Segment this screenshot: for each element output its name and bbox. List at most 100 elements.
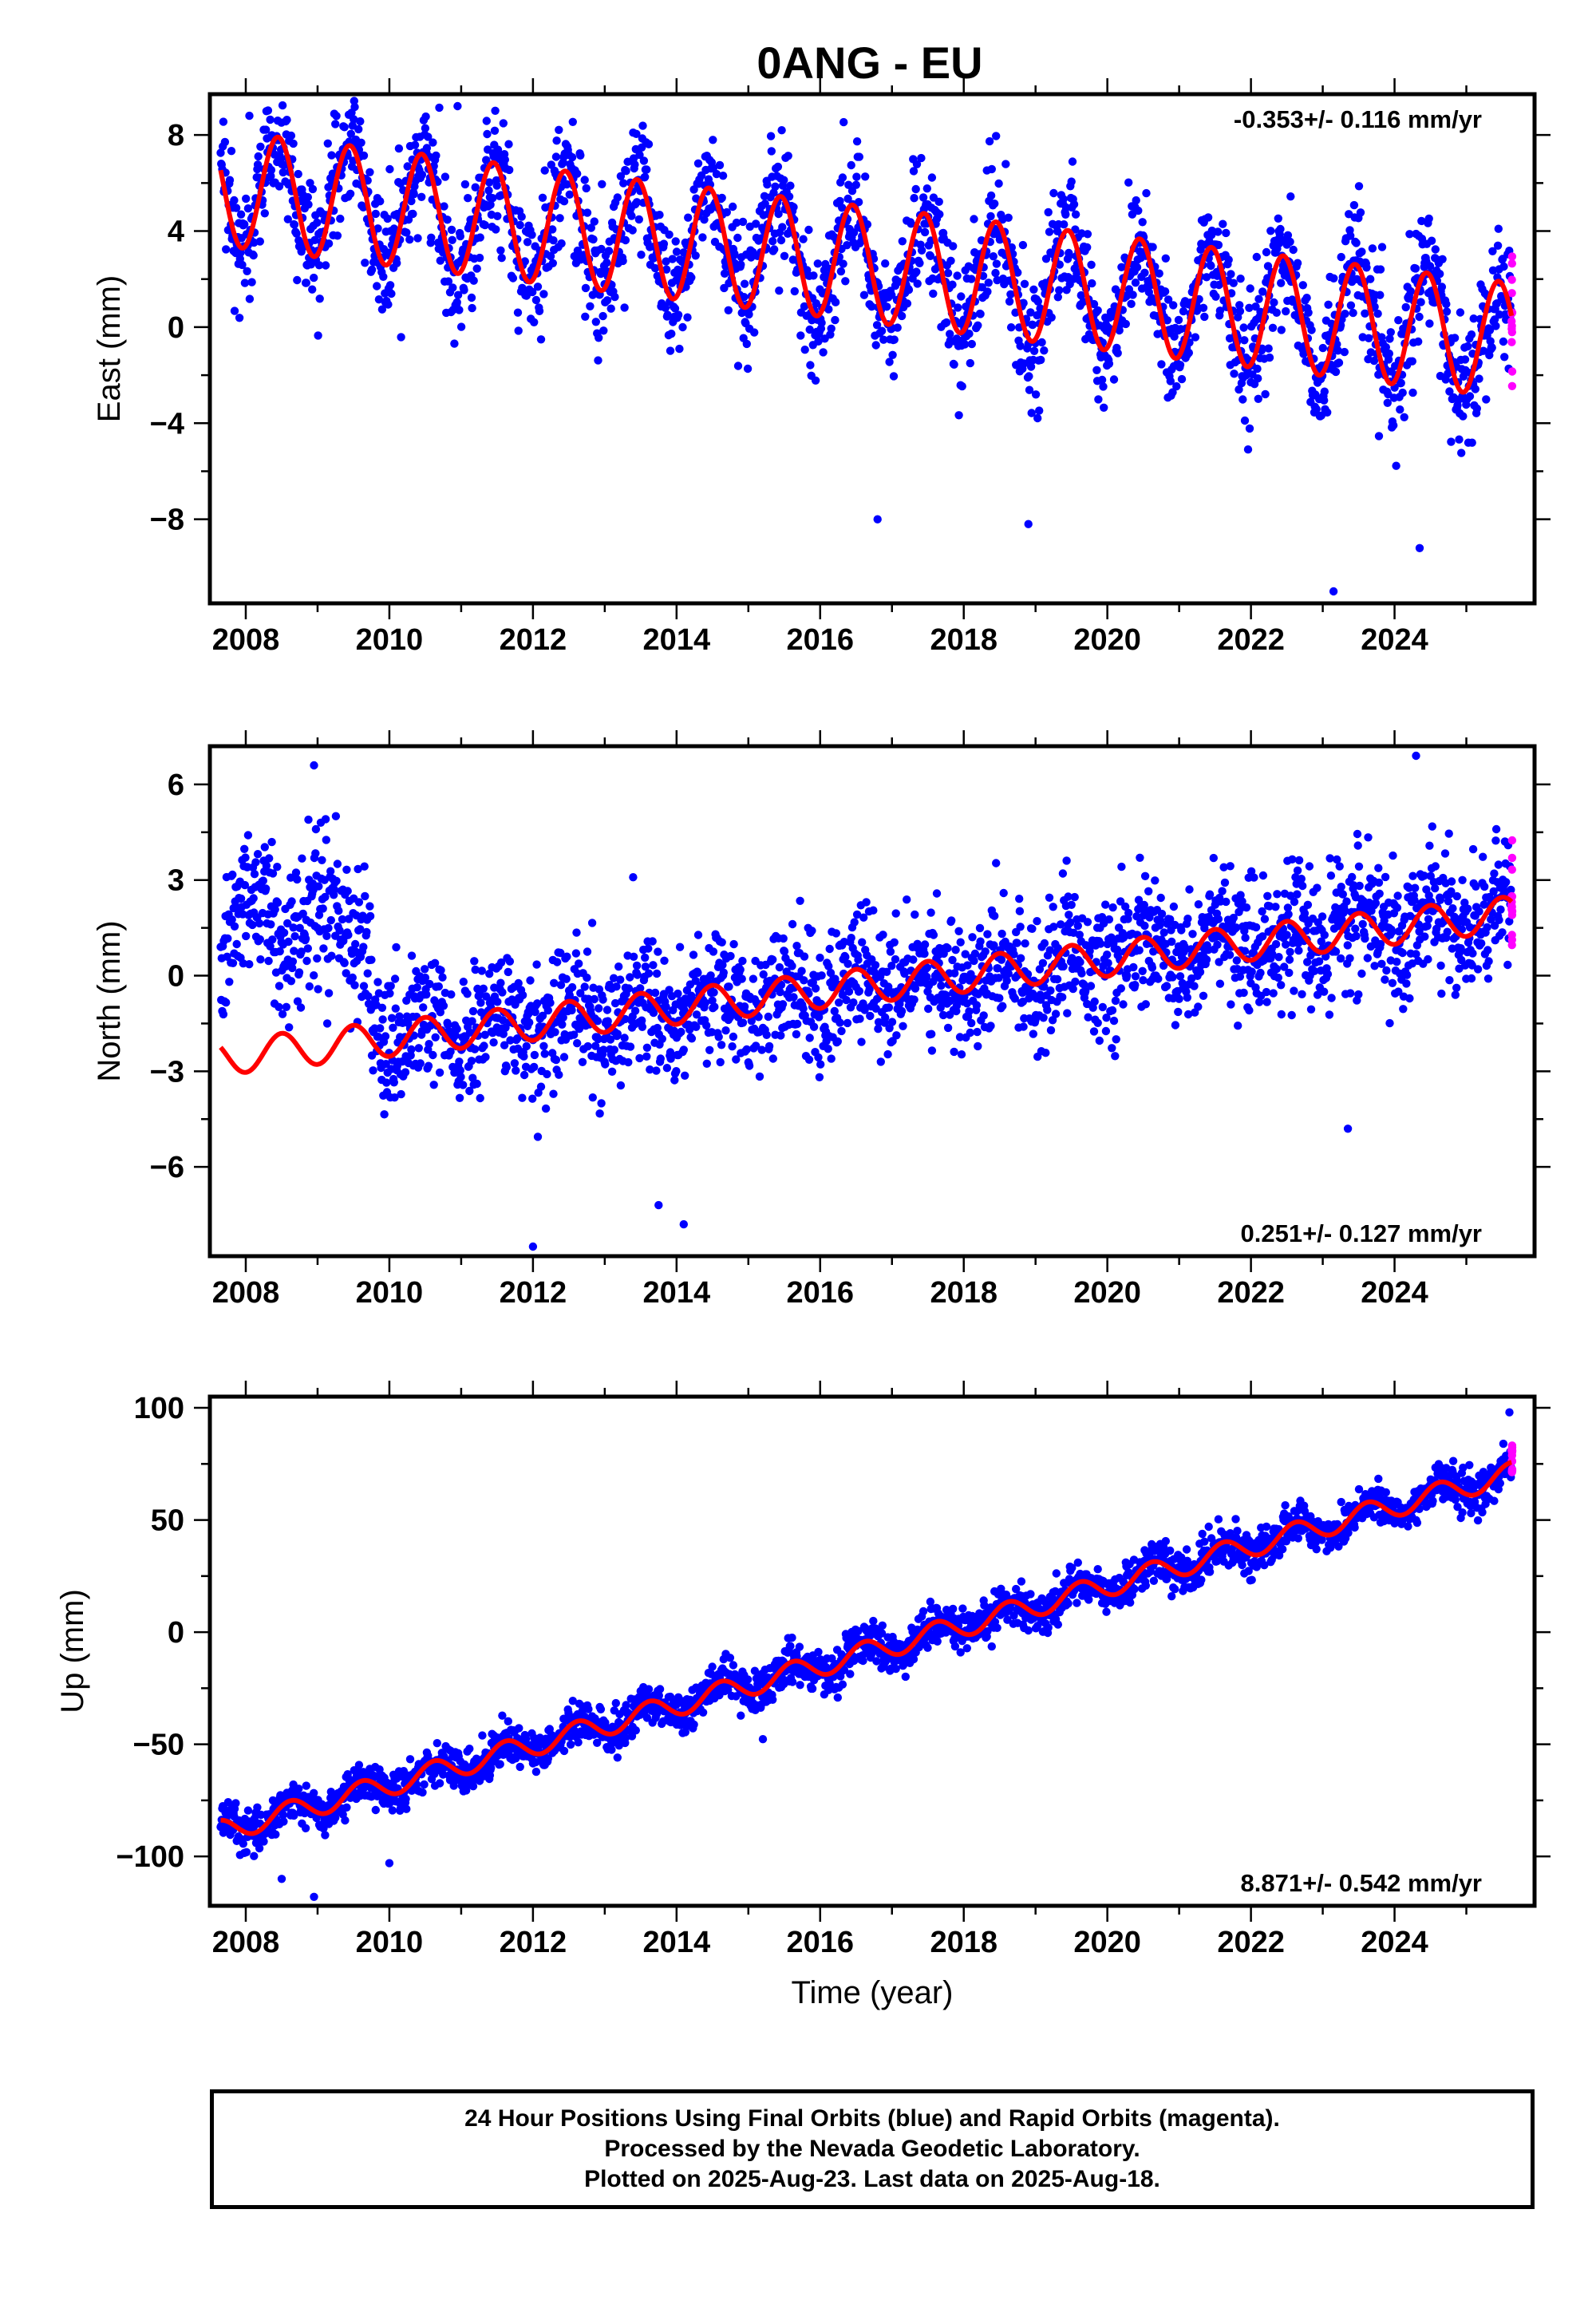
final-orbit-point xyxy=(455,1093,464,1103)
final-orbit-point xyxy=(920,949,929,958)
x-tick-label: 2020 xyxy=(1073,623,1141,657)
final-orbit-point xyxy=(911,910,919,919)
final-orbit-point xyxy=(1109,375,1119,384)
final-orbit-point xyxy=(894,277,903,287)
final-orbit-point xyxy=(1277,326,1286,334)
final-orbit-point xyxy=(678,322,687,332)
final-orbit-point xyxy=(559,1013,567,1022)
final-orbit-point xyxy=(809,271,818,280)
final-orbit-point xyxy=(1156,893,1165,903)
final-orbit-point xyxy=(397,1089,405,1099)
final-orbit-point xyxy=(1251,923,1261,932)
final-orbit-point xyxy=(841,277,850,286)
final-orbit-point xyxy=(687,1034,697,1043)
final-orbit-point xyxy=(463,990,472,998)
rapid-orbit-point xyxy=(1507,904,1516,914)
final-orbit-point xyxy=(760,200,769,208)
final-orbit-point xyxy=(425,979,434,989)
final-orbit-point xyxy=(1046,986,1055,995)
final-orbit-point xyxy=(849,998,858,1007)
final-orbit-point xyxy=(786,181,795,190)
final-orbit-point xyxy=(653,1023,662,1033)
final-orbit-point xyxy=(522,1041,531,1051)
final-orbit-point xyxy=(738,217,748,227)
final-orbit-point xyxy=(1263,262,1273,271)
final-orbit-point xyxy=(649,1008,658,1018)
final-orbit-point xyxy=(1240,336,1249,345)
final-orbit-point xyxy=(1386,328,1396,337)
final-orbit-point xyxy=(965,330,974,338)
final-orbit-point xyxy=(610,292,619,302)
final-orbit-point xyxy=(1307,326,1316,334)
final-orbit-point xyxy=(702,1021,711,1030)
final-orbit-point xyxy=(970,956,978,966)
final-orbit-point xyxy=(360,862,369,871)
final-orbit-point xyxy=(827,1054,836,1063)
final-orbit-point xyxy=(1057,920,1065,929)
final-orbit-point xyxy=(892,1031,901,1040)
final-orbit-point xyxy=(1043,1006,1052,1014)
final-orbit-point xyxy=(1414,920,1424,929)
final-orbit-point xyxy=(1487,915,1495,924)
final-orbit-point xyxy=(793,1019,802,1029)
final-orbit-point xyxy=(662,257,670,266)
final-orbit-point xyxy=(1002,976,1011,986)
final-orbit-point xyxy=(966,1028,975,1037)
final-orbit-point xyxy=(1100,403,1108,412)
final-orbit-point xyxy=(455,306,464,314)
final-orbit-point xyxy=(844,180,853,189)
final-orbit-point xyxy=(687,273,696,282)
final-orbit-point xyxy=(1406,287,1416,296)
final-orbit-point xyxy=(1490,921,1499,931)
final-orbit-point xyxy=(912,160,922,168)
final-orbit-point xyxy=(1495,915,1503,925)
final-orbit-point xyxy=(1450,334,1460,342)
final-orbit-point xyxy=(1251,302,1260,311)
final-orbit-point xyxy=(1457,449,1466,457)
final-orbit-point xyxy=(377,1003,387,1013)
final-orbit-point xyxy=(1425,319,1434,328)
final-orbit-point xyxy=(376,1024,385,1033)
final-orbit-point xyxy=(1346,989,1355,998)
final-orbit-point xyxy=(296,1003,306,1012)
final-orbit-point xyxy=(1083,230,1092,239)
final-orbit-point xyxy=(599,326,608,335)
final-orbit-point xyxy=(476,1093,484,1103)
final-orbit-point xyxy=(1477,939,1486,948)
final-orbit-point xyxy=(824,305,833,314)
final-orbit-point xyxy=(884,982,893,991)
final-orbit-point xyxy=(326,867,335,875)
final-orbit-point xyxy=(228,870,237,879)
final-orbit-point xyxy=(985,136,994,146)
final-orbit-point xyxy=(289,923,298,932)
final-orbit-point xyxy=(467,1057,476,1065)
final-orbit-point xyxy=(1154,974,1163,983)
final-orbit-point xyxy=(599,1045,608,1054)
final-orbit-point xyxy=(1472,882,1480,891)
final-orbit-point xyxy=(1144,887,1153,896)
final-orbit-point xyxy=(1284,910,1293,919)
final-orbit-point xyxy=(1459,372,1468,381)
final-orbit-point xyxy=(1436,961,1445,970)
final-orbit-point xyxy=(365,902,374,911)
final-orbit-point xyxy=(1041,1049,1050,1057)
final-orbit-point xyxy=(743,364,753,373)
final-orbit-point xyxy=(437,966,445,975)
final-orbit-point xyxy=(1113,349,1122,358)
final-orbit-point xyxy=(1116,984,1126,993)
final-orbit-point xyxy=(429,1081,438,1089)
final-orbit-point xyxy=(1161,254,1171,263)
model-curve xyxy=(219,895,1514,1075)
final-orbit-point xyxy=(771,182,780,191)
final-orbit-point xyxy=(275,947,284,956)
final-orbit-point xyxy=(480,1030,489,1039)
final-orbit-point xyxy=(483,129,492,139)
final-orbit-point xyxy=(518,990,527,1000)
final-orbit-point xyxy=(242,194,251,204)
final-orbit-point xyxy=(1045,946,1054,954)
final-orbit-point xyxy=(857,1037,866,1046)
final-orbit-point xyxy=(852,172,861,181)
final-orbit-point xyxy=(1254,374,1262,383)
final-orbit-point xyxy=(279,928,289,938)
final-orbit-point xyxy=(792,942,801,951)
